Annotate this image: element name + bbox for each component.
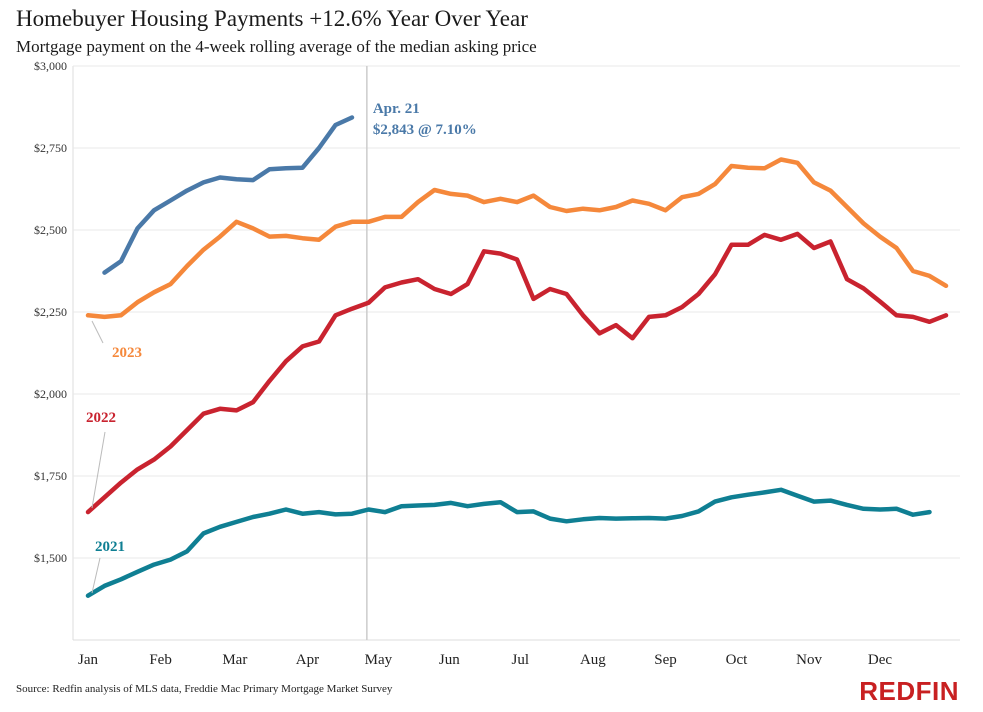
x-tick-label: Feb — [149, 652, 172, 668]
chart-subtitle: Mortgage payment on the 4-week rolling a… — [16, 37, 537, 56]
series-lines — [85, 115, 949, 598]
x-tick-label: May — [365, 652, 393, 668]
x-tick-label: Nov — [796, 652, 822, 668]
x-tick-label: Sep — [654, 652, 677, 668]
annotation-date: Apr. 21 — [373, 101, 420, 117]
y-axis: $1,500 $1,750 $2,000 $2,250 $2,500 $2,750 $3,0… — [34, 59, 67, 565]
x-tick-label: Aug — [580, 652, 606, 668]
redfin-logo: REDFIN — [859, 676, 959, 706]
source-note: Source: Redfin analysis of MLS data, Fre… — [16, 683, 393, 695]
x-tick-label: Mar — [222, 652, 247, 668]
y-tick-label: $2,500 — [34, 223, 67, 237]
x-tick-label: Jun — [439, 652, 460, 668]
leader-line-2023 — [91, 320, 104, 344]
y-tick-label: $1,500 — [34, 551, 67, 565]
x-tick-label: Jul — [512, 652, 530, 668]
x-tick-label: Jan — [78, 652, 98, 668]
series-labels: 2021 2022 2023 Apr. 21 $2,843 @ 7.10% — [86, 101, 477, 594]
series-label-2021: 2021 — [95, 539, 125, 555]
annotation-value: $2,843 @ 7.10% — [373, 122, 477, 138]
x-tick-label: Dec — [868, 652, 892, 668]
x-tick-label: Oct — [726, 652, 748, 668]
y-tick-label: $2,750 — [34, 141, 67, 155]
series-line-2022 — [85, 231, 949, 515]
leader-line-2022 — [91, 431, 106, 509]
grid-lines — [72, 65, 960, 641]
series-line-2024 — [102, 115, 355, 275]
y-tick-label: $3,000 — [34, 59, 67, 73]
series-line-2023 — [85, 157, 949, 320]
series-label-2022: 2022 — [86, 410, 116, 426]
y-tick-label: $2,250 — [34, 305, 67, 319]
series-line-2021 — [85, 487, 932, 598]
leader-line-2021 — [91, 557, 101, 594]
x-axis: Jan Feb Mar Apr May Jun Jul Aug Sep Oct Nov Dec — [78, 652, 892, 668]
chart-title: Homebuyer Housing Payments +12.6% Year O… — [16, 6, 528, 31]
series-label-2023: 2023 — [112, 345, 142, 361]
y-tick-label: $1,750 — [34, 469, 67, 483]
x-tick-label: Apr — [296, 652, 319, 668]
y-tick-label: $2,000 — [34, 387, 67, 401]
